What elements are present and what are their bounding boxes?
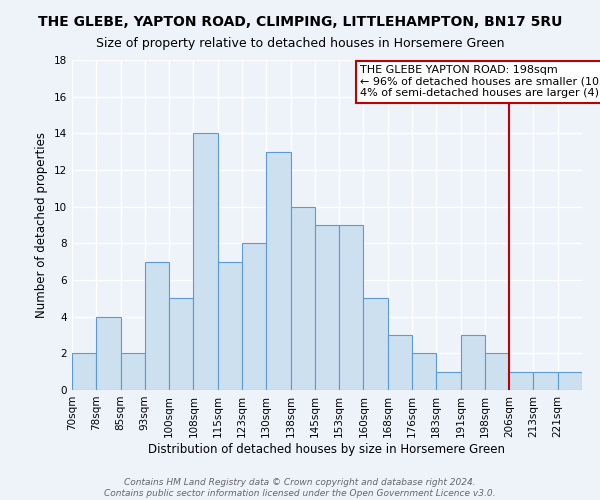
Bar — [436, 372, 461, 390]
Bar — [96, 316, 121, 390]
Bar — [388, 335, 412, 390]
Text: Size of property relative to detached houses in Horsemere Green: Size of property relative to detached ho… — [96, 38, 504, 51]
Bar — [242, 244, 266, 390]
Bar — [72, 354, 96, 390]
Bar — [193, 134, 218, 390]
X-axis label: Distribution of detached houses by size in Horsemere Green: Distribution of detached houses by size … — [149, 442, 505, 456]
Text: THE GLEBE YAPTON ROAD: 198sqm
← 96% of detached houses are smaller (103)
4% of s: THE GLEBE YAPTON ROAD: 198sqm ← 96% of d… — [360, 65, 600, 98]
Bar — [485, 354, 509, 390]
Bar — [461, 335, 485, 390]
Bar — [509, 372, 533, 390]
Bar — [169, 298, 193, 390]
Bar — [218, 262, 242, 390]
Text: THE GLEBE, YAPTON ROAD, CLIMPING, LITTLEHAMPTON, BN17 5RU: THE GLEBE, YAPTON ROAD, CLIMPING, LITTLE… — [38, 15, 562, 29]
Bar — [364, 298, 388, 390]
Bar — [412, 354, 436, 390]
Bar — [315, 225, 339, 390]
Text: Contains HM Land Registry data © Crown copyright and database right 2024.
Contai: Contains HM Land Registry data © Crown c… — [104, 478, 496, 498]
Y-axis label: Number of detached properties: Number of detached properties — [35, 132, 49, 318]
Bar — [533, 372, 558, 390]
Bar — [558, 372, 582, 390]
Bar — [339, 225, 364, 390]
Bar — [290, 206, 315, 390]
Bar — [121, 354, 145, 390]
Bar — [266, 152, 290, 390]
Bar — [145, 262, 169, 390]
